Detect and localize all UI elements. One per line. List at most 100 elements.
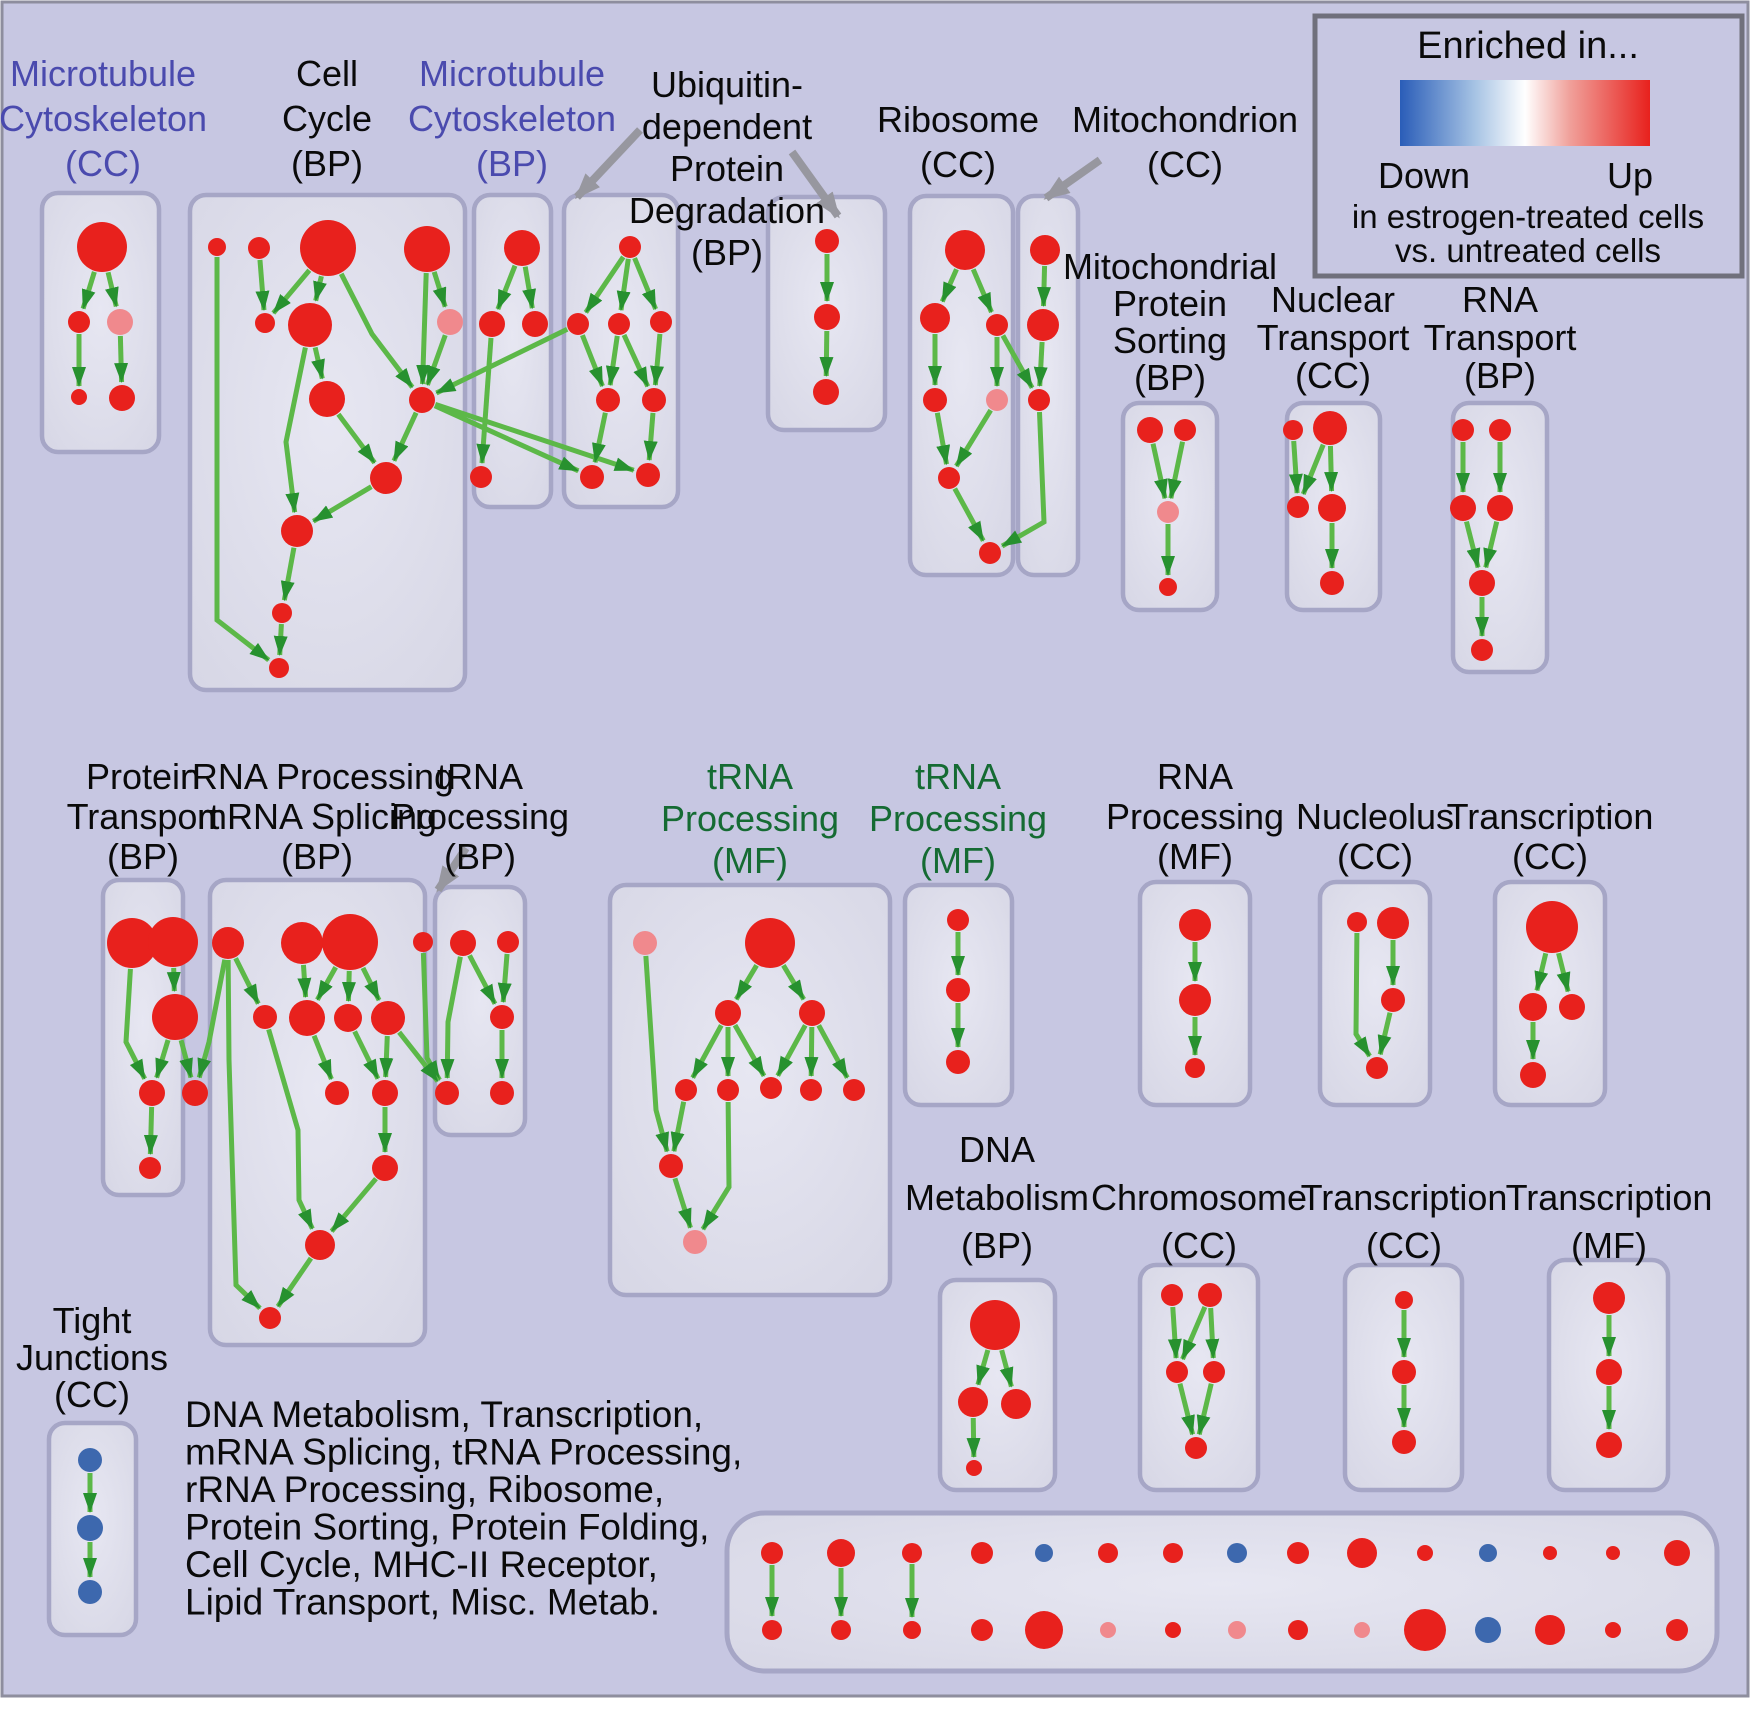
- go-term-node: [971, 1619, 993, 1641]
- go-term-node: [1452, 419, 1474, 441]
- go-term-node: [979, 542, 1001, 564]
- go-term-node: [683, 1230, 707, 1254]
- go-term-node: [902, 1543, 922, 1563]
- go-term-node: [1596, 1432, 1622, 1458]
- edge-arrow: [352, 1030, 381, 1080]
- go-term-node: [1469, 570, 1495, 596]
- go-term-node: [1606, 1546, 1620, 1560]
- cluster-label-mitochondrial-protein-sorting-bp: Sorting: [1113, 320, 1227, 361]
- edge-arrow: [283, 347, 308, 514]
- go-term-node: [1605, 1622, 1621, 1638]
- go-term-node: [827, 1539, 855, 1567]
- cluster-label-microtubule-cytoskeleton-bp: Microtubule: [419, 53, 605, 94]
- go-term-node: [182, 1080, 208, 1106]
- go-term-node: [309, 381, 345, 417]
- go-term-node: [762, 1620, 782, 1640]
- cluster-label-rrna-processing-mrna-splicing-bp: rRNA Processing: [180, 756, 454, 797]
- go-term-node: [831, 1620, 851, 1640]
- edge-arrow: [700, 1101, 732, 1231]
- gray-pointer-arrow: [788, 149, 842, 219]
- go-term-node: [152, 994, 198, 1040]
- cluster-label-dna-metabolism-bp: Metabolism: [905, 1177, 1089, 1218]
- go-term-node: [1028, 389, 1050, 411]
- go-term-node: [642, 388, 666, 412]
- go-term-node: [1417, 1545, 1433, 1561]
- cluster-labels: MicrotubuleCytoskeleton(CC)CellCycle(BP)…: [0, 53, 1712, 1415]
- edge-arrow: [999, 1349, 1014, 1388]
- edge-arrow: [970, 268, 994, 314]
- go-term-node: [78, 1580, 102, 1604]
- go-term-node: [1137, 417, 1163, 443]
- go-term-node: [958, 1387, 988, 1417]
- cluster-nodes-transcription-mf: [1593, 1282, 1625, 1458]
- edge-arrow: [1205, 1307, 1220, 1360]
- go-term-node: [1526, 901, 1578, 953]
- go-term-node: [371, 1001, 405, 1035]
- cluster-box-dna-metabolism-bp: [937, 1277, 1058, 1493]
- go-term-node: [1098, 1543, 1118, 1563]
- cluster-label-dna-metabolism-bp: DNA: [959, 1129, 1035, 1170]
- go-term-node: [843, 1079, 865, 1101]
- go-term-node: [281, 515, 313, 547]
- edge-arrow: [225, 959, 262, 1311]
- go-term-node: [1320, 571, 1344, 595]
- go-term-node: [815, 229, 839, 253]
- edge-arrow: [1033, 341, 1048, 388]
- cluster-nodes-cell-cycle-bp: [208, 220, 463, 678]
- edge-arrow: [425, 334, 448, 386]
- cluster-nodes-trna-processing-mf-large: [633, 918, 865, 1254]
- edge-arrow: [391, 411, 419, 462]
- cluster-label-tight-junctions-cc: Tight: [53, 1300, 132, 1341]
- cluster-label-trna-processing-mf-large: Processing: [661, 798, 839, 839]
- edge-arrow: [975, 1349, 991, 1386]
- cluster-nodes-nucleolus-cc: [1347, 907, 1409, 1079]
- go-term-node: [1535, 1615, 1565, 1645]
- go-term-node: [370, 462, 402, 494]
- cluster-label-trna-processing-mf-large: tRNA: [707, 756, 793, 797]
- go-term-node: [715, 1000, 741, 1026]
- edge-arrow: [440, 956, 463, 1079]
- go-term-node: [1475, 1617, 1501, 1643]
- edge-arrow: [255, 259, 270, 312]
- cluster-label-ribosome-cc: Ribosome: [877, 99, 1039, 140]
- go-term-node: [107, 309, 133, 335]
- cluster-label-chromosome-cc: Chromosome: [1091, 1177, 1307, 1218]
- cluster-label-mitochondrial-protein-sorting-bp: Protein: [1113, 283, 1227, 324]
- edge-arrow: [952, 487, 986, 542]
- cluster-nodes-ubiquitin-degradation-bp-b: [813, 229, 840, 405]
- go-term-node: [1001, 1389, 1031, 1419]
- edge-arrow: [275, 1256, 314, 1308]
- go-term-node: [1185, 1058, 1205, 1078]
- gray-pointer-arrow: [574, 127, 643, 200]
- edge-arrow: [939, 268, 959, 303]
- edge-arrow: [497, 953, 512, 1004]
- go-term-node: [1471, 639, 1493, 661]
- go-term-node: [1489, 419, 1511, 441]
- edge-arrow: [271, 268, 312, 315]
- go-term-node: [1381, 988, 1405, 1012]
- go-term-node: [1198, 1283, 1222, 1307]
- go-term-node: [986, 389, 1008, 411]
- go-term-node: [269, 658, 289, 678]
- edge-arrow: [1000, 334, 1035, 390]
- cluster-label-cell-cycle-bp: (BP): [291, 143, 363, 184]
- legend-title: Enriched in...: [1417, 25, 1639, 67]
- cluster-nodes-nuclear-transport-cc: [1283, 411, 1347, 595]
- go-term-node: [1030, 235, 1060, 265]
- go-term-node: [1287, 496, 1309, 518]
- cluster-label-transcription-cc-mid: (CC): [1512, 836, 1588, 877]
- edge-arrow: [816, 1024, 850, 1079]
- go-term-node: [334, 1004, 362, 1032]
- go-term-node: [717, 1079, 739, 1101]
- cluster-label-microtubule-cytoskeleton-cc: Microtubule: [10, 53, 196, 94]
- go-term-node: [800, 1079, 822, 1101]
- go-term-node: [372, 1080, 398, 1106]
- cluster-label-transcription-cc-bottom: Transcription: [1301, 1177, 1508, 1218]
- cluster-nodes-rna-transport-bp: [1450, 419, 1513, 661]
- edge-arrow: [616, 258, 631, 312]
- go-term-node: [946, 978, 970, 1002]
- cluster-label-transcription-mf: (MF): [1571, 1225, 1647, 1266]
- legend-subtitle: vs. untreated cells: [1395, 232, 1661, 269]
- go-term-node: [619, 236, 641, 258]
